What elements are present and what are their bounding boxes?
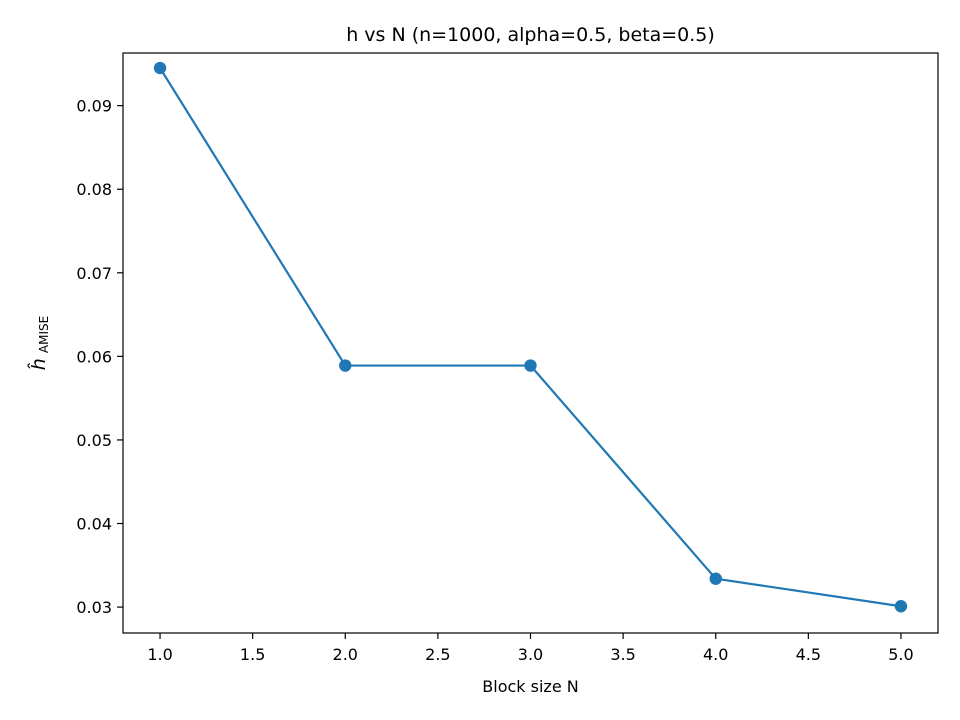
chart-title: h vs N (n=1000, alpha=0.5, beta=0.5) <box>346 24 715 46</box>
series-layer <box>153 61 908 613</box>
data-point <box>894 600 908 613</box>
y-axis-label: ĥ AMISE <box>27 316 51 370</box>
x-tick-label: 5.0 <box>888 645 913 664</box>
data-point <box>339 359 352 372</box>
x-tick-label: 1.0 <box>147 645 172 664</box>
x-tick-label: 3.0 <box>518 645 543 664</box>
y-tick-label: 0.03 <box>76 598 112 617</box>
x-tick-label: 4.5 <box>796 645 821 664</box>
x-tick-label: 2.0 <box>333 645 358 664</box>
x-tick-label: 4.0 <box>703 645 728 664</box>
y-tick-label: 0.09 <box>76 97 112 116</box>
data-point <box>709 572 722 585</box>
y-axis-label-subscript: AMISE <box>37 316 51 353</box>
y-tick-label: 0.04 <box>76 515 112 534</box>
x-axis: 1.0 1.5 2.0 2.5 3.0 3.5 4.0 4.5 5.0 <box>147 633 914 664</box>
x-axis-label: Block size N <box>482 677 578 696</box>
y-tick-label: 0.07 <box>76 264 112 283</box>
y-tick-label: 0.08 <box>76 180 112 199</box>
y-axis: 0.03 0.04 0.05 0.06 0.07 0.08 0.09 <box>76 97 123 617</box>
x-tick-label: 1.5 <box>240 645 265 664</box>
data-point <box>153 61 167 75</box>
y-axis-label-symbol: ĥ <box>27 358 50 370</box>
y-tick-label: 0.06 <box>76 347 112 366</box>
x-tick-label: 2.5 <box>425 645 450 664</box>
data-point <box>524 359 537 372</box>
x-tick-label: 3.5 <box>610 645 635 664</box>
y-tick-label: 0.05 <box>76 431 112 450</box>
